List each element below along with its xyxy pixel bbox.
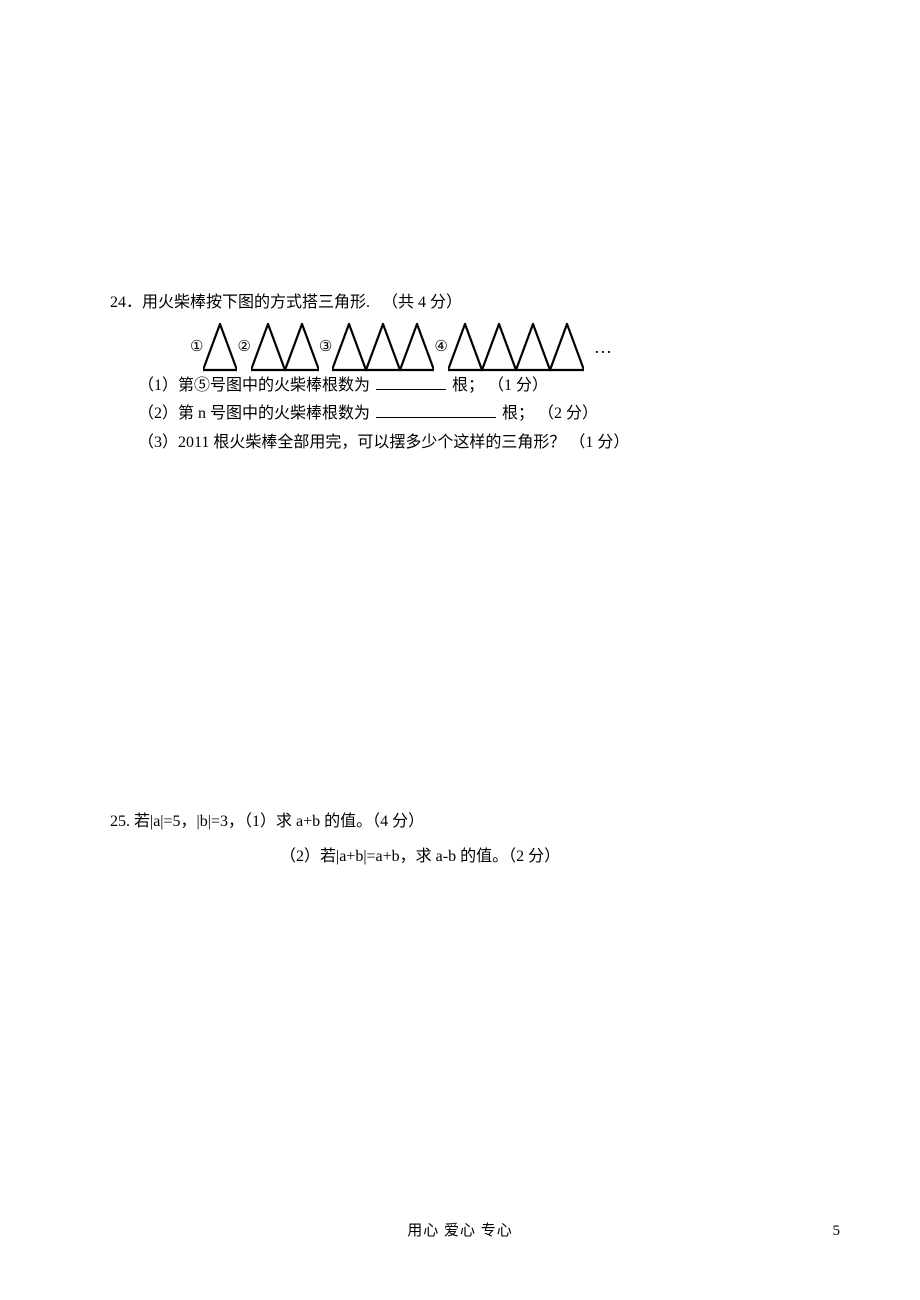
q24-sub2-points: （2 分） [538, 405, 598, 422]
triangle-figure-row: ① ② ③ ④ … [190, 322, 840, 372]
figure-1: ① [190, 322, 237, 372]
q24-sub1-blank[interactable] [376, 389, 446, 390]
q24-number: 24． [110, 290, 142, 316]
figure-2: ② [237, 322, 318, 372]
figure-4: ④ [434, 322, 583, 372]
triangle-icon [448, 322, 584, 372]
figure-label: ③ [319, 337, 332, 356]
q24-points: （共 4 分） [382, 290, 462, 316]
q24-sub1-points: （1 分） [488, 377, 548, 394]
q24-text: 用火柴棒按下图的方式搭三角形. [142, 290, 370, 316]
q24-sub1-prefix: （1）第⑤号图中的火柴棒根数为 [138, 377, 370, 394]
figure-label: ④ [434, 337, 447, 356]
q25-number: 25. [110, 813, 130, 830]
figure-label: ② [237, 337, 250, 356]
q24-sub2-prefix: （2）第 n 号图中的火柴棒根数为 [138, 405, 370, 422]
q24-sub2-blank[interactable] [376, 417, 496, 418]
figure-3: ③ [319, 322, 434, 372]
figure-ellipsis: … [584, 337, 612, 372]
q24-sub3-points: （1 分） [569, 434, 629, 451]
q24-sub1-suffix: 根； [452, 377, 484, 394]
page-number: 5 [833, 1223, 841, 1240]
figure-label: ① [190, 337, 203, 356]
q24-sub3-text: （3）2011 根火柴棒全部用完，可以摆多少个这样的三角形？ [138, 434, 565, 451]
question-25: 25. 若|a|=5，|b|=3，（1）求 a+b 的值。（4 分） （2）若|… [110, 808, 840, 872]
q24-sub2-suffix: 根； [502, 405, 534, 422]
question-24: 24． 用火柴棒按下图的方式搭三角形. （共 4 分） ① ② ③ ④ … （1）第⑤号… [110, 290, 840, 458]
triangle-icon [203, 322, 237, 372]
footer-text: 用心 爱心 专心 [0, 1219, 920, 1240]
q25-sub2: （2）若|a+b|=a+b，求 a-b 的值。（2 分） [280, 848, 560, 865]
q25-header: 若|a|=5，|b|=3，（1）求 a+b 的值。（4 分） [134, 813, 424, 830]
triangle-icon [332, 322, 434, 372]
triangle-icon [251, 322, 319, 372]
